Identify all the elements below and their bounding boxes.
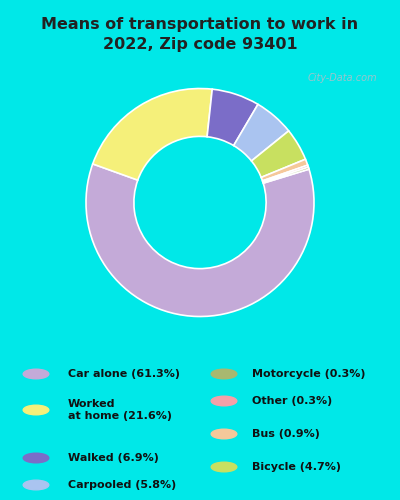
Wedge shape [234,104,289,161]
Text: 2022, Zip code 93401: 2022, Zip code 93401 [103,38,297,52]
Wedge shape [93,88,212,180]
Text: Worked
at home (21.6%): Worked at home (21.6%) [68,399,172,421]
Text: Carpooled (5.8%): Carpooled (5.8%) [68,480,176,490]
Text: Motorcycle (0.3%): Motorcycle (0.3%) [252,369,366,379]
Circle shape [23,369,49,379]
Wedge shape [263,167,309,183]
Wedge shape [262,165,308,182]
Circle shape [211,369,237,379]
Wedge shape [252,131,306,178]
Circle shape [23,453,49,463]
Text: City-Data.com: City-Data.com [307,73,377,83]
Text: Bus (0.9%): Bus (0.9%) [252,429,320,439]
Circle shape [211,462,237,472]
Circle shape [23,480,49,490]
Text: Car alone (61.3%): Car alone (61.3%) [68,369,180,379]
Text: Means of transportation to work in: Means of transportation to work in [42,18,358,32]
Circle shape [23,405,49,415]
Wedge shape [207,89,258,146]
Text: Bicycle (4.7%): Bicycle (4.7%) [252,462,341,472]
Circle shape [211,396,237,406]
Text: Other (0.3%): Other (0.3%) [252,396,332,406]
Wedge shape [261,159,308,181]
Text: Walked (6.9%): Walked (6.9%) [68,453,159,463]
Circle shape [211,429,237,439]
Wedge shape [86,164,314,316]
